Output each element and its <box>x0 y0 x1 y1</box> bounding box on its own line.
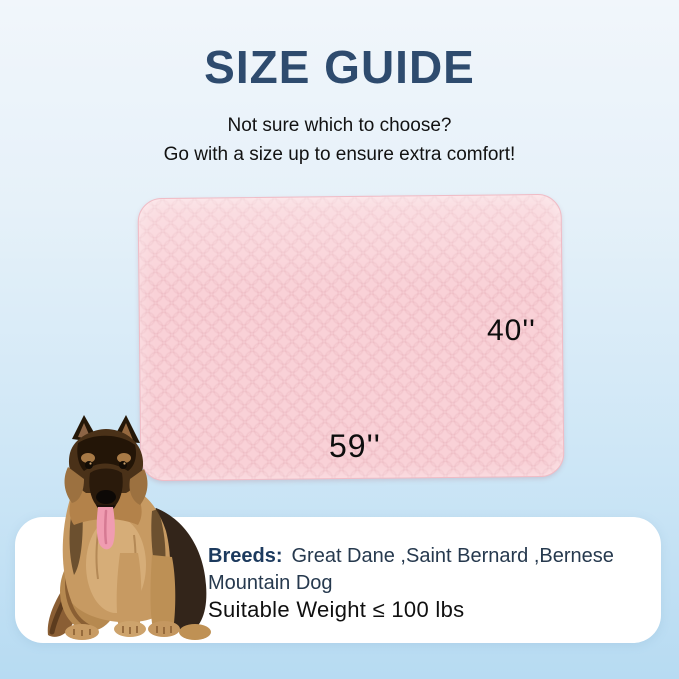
breeds-text: Breeds: Great Dane ,Saint Bernard ,Bernes… <box>208 543 640 597</box>
breeds-label: Breeds: <box>208 545 283 567</box>
subtitle-line-1: Not sure which to choose? <box>227 114 452 136</box>
subtitle-line-2: Go with a size up to ensure extra comfor… <box>163 144 516 166</box>
breeds-value: Great Dane ,Saint Bernard ,Bernese Mount… <box>208 545 614 594</box>
mat-width-label: 59'' <box>329 428 381 464</box>
header: SIZE GUIDE Not sure which to choose? Go … <box>0 0 679 169</box>
page-title: SIZE GUIDE <box>204 41 475 93</box>
dog-photo <box>47 415 211 640</box>
subtitle: Not sure which to choose? Go with a size… <box>0 111 679 170</box>
mat-height-label: 40'' <box>487 314 536 347</box>
weight-text: Suitable Weight ≤ 100 lbs <box>208 597 465 622</box>
